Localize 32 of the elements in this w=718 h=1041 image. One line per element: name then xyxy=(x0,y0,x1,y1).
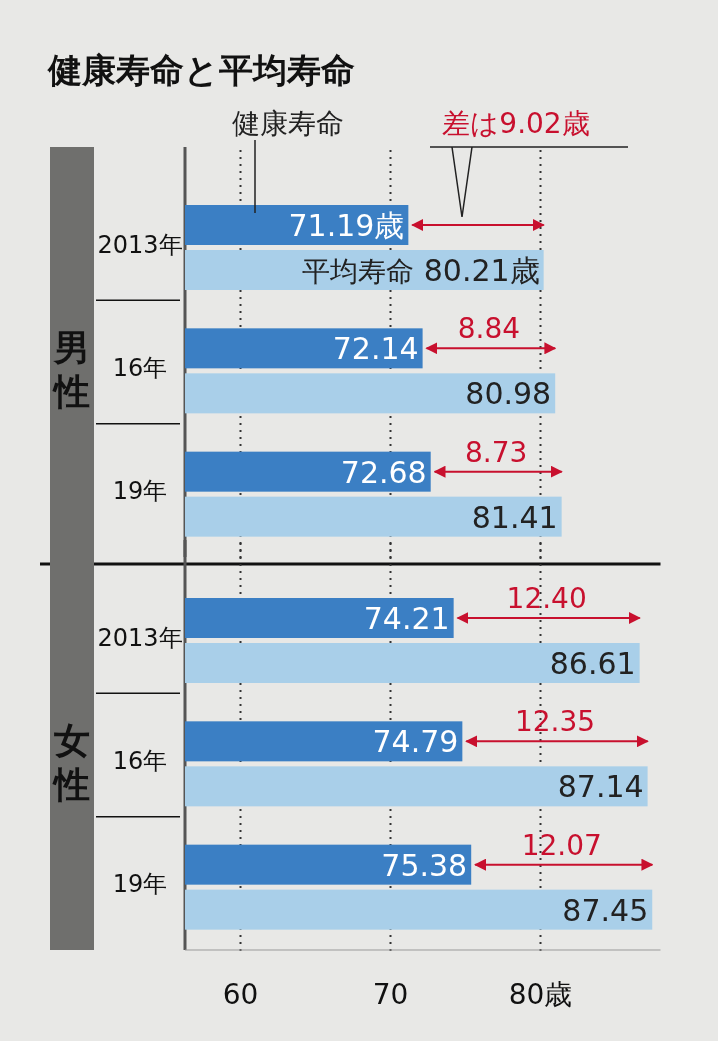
x-tick-label: 80歳 xyxy=(508,978,573,1011)
text: 差は9.02歳 xyxy=(442,107,590,140)
annotation: 12.07 xyxy=(521,828,602,862)
data-label: 75.38 xyxy=(381,847,468,883)
x-tick-label: 60 xyxy=(222,978,259,1011)
chart-title: 健康寿命と平均寿命 xyxy=(47,50,355,90)
y-tick-label: 16年 xyxy=(112,354,168,382)
y-axis-title: 男性 xyxy=(52,327,90,412)
y-tick-label: 2013年 xyxy=(97,230,183,259)
annotation: 8.73 xyxy=(465,435,528,469)
data-label: 80.98 xyxy=(465,376,552,412)
text: 健康寿命 xyxy=(232,107,344,140)
data-label: 87.14 xyxy=(557,769,644,805)
data-label: 86.61 xyxy=(549,646,636,681)
y-tick-label: 2013年 xyxy=(97,623,183,652)
series-label: 平均寿命 xyxy=(301,255,414,288)
data-label: 72.68 xyxy=(340,454,427,490)
y-tick-label: 16年 xyxy=(112,747,168,775)
y-tick-label: 19年 xyxy=(112,870,168,899)
data-label: 74.21 xyxy=(363,601,450,636)
annotation: 8.84 xyxy=(457,312,521,346)
data-label: 74.79 xyxy=(372,724,459,760)
data-label: 87.45 xyxy=(562,892,649,928)
data-label: 72.14 xyxy=(332,331,419,367)
data-label: 71.19歳 xyxy=(288,208,405,243)
data-label: 80.21歳 xyxy=(423,253,540,288)
y-tick-label: 19年 xyxy=(112,477,168,506)
y-axis-title: 女性 xyxy=(52,720,90,805)
annotation: 12.40 xyxy=(506,582,587,615)
annotation: 12.35 xyxy=(514,705,596,739)
data-label: 81.41 xyxy=(471,499,558,535)
x-tick-label: 70 xyxy=(372,978,409,1011)
